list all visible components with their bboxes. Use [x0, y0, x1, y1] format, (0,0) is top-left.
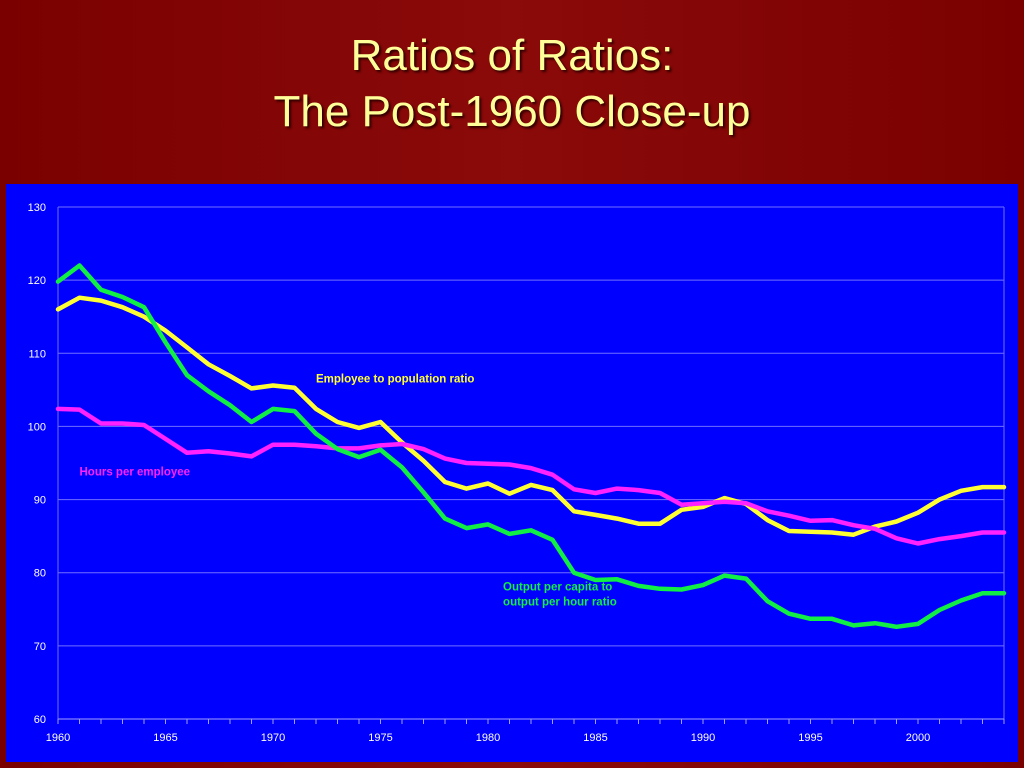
series-label-3: output per hour ratio — [503, 596, 617, 608]
slide-title-line-2: The Post-1960 Close-up — [273, 87, 751, 136]
line-chart: 60 70 80 90 100 110 120 130 1960 1965 1970 1975 1980… — [28, 202, 1007, 744]
x-tick-label: 1980 — [476, 732, 500, 744]
axes: 60 70 80 90 100 110 120 130 1960 1965 1970 1975 1980… — [28, 202, 1005, 744]
series-labels: Employee to population ratio Hours per em… — [80, 374, 617, 609]
x-tick-label: 1975 — [368, 732, 392, 744]
x-tick-label: 1960 — [46, 732, 70, 744]
x-tick-label: 1990 — [691, 732, 715, 744]
series-lines — [55, 263, 1007, 630]
x-tick-label: 1995 — [798, 732, 822, 744]
grid — [57, 206, 1005, 720]
series-label-1: Employee to population ratio — [316, 374, 474, 386]
y-tick-label: 90 — [34, 495, 46, 507]
x-tick-label: 1970 — [261, 732, 285, 744]
series-line-2 — [55, 406, 1007, 546]
series-line-3 — [55, 263, 1007, 630]
x-tick-label: 2000 — [906, 732, 930, 744]
x-tick-label: 1985 — [583, 732, 607, 744]
y-tick-label: 70 — [34, 641, 46, 653]
y-tick-label: 120 — [28, 275, 46, 287]
y-tick-label: 110 — [28, 348, 46, 360]
slide-title-line-1: Ratios of Ratios: — [350, 31, 674, 80]
chart-frame: 60 70 80 90 100 110 120 130 1960 1965 1970 1975 1980… — [6, 184, 1018, 762]
y-tick-label: 130 — [28, 202, 46, 214]
y-tick-label: 80 — [34, 568, 46, 580]
y-tick-label: 100 — [28, 421, 46, 433]
series-label-3: Output per capita to — [503, 581, 612, 593]
x-tick-label: 1965 — [153, 732, 177, 744]
y-tick-label: 60 — [34, 714, 46, 726]
slide-title: Ratios of Ratios: The Post-1960 Close-up — [0, 28, 1024, 140]
series-label-2: Hours per employee — [80, 466, 191, 478]
series-line-1 — [55, 295, 1007, 537]
